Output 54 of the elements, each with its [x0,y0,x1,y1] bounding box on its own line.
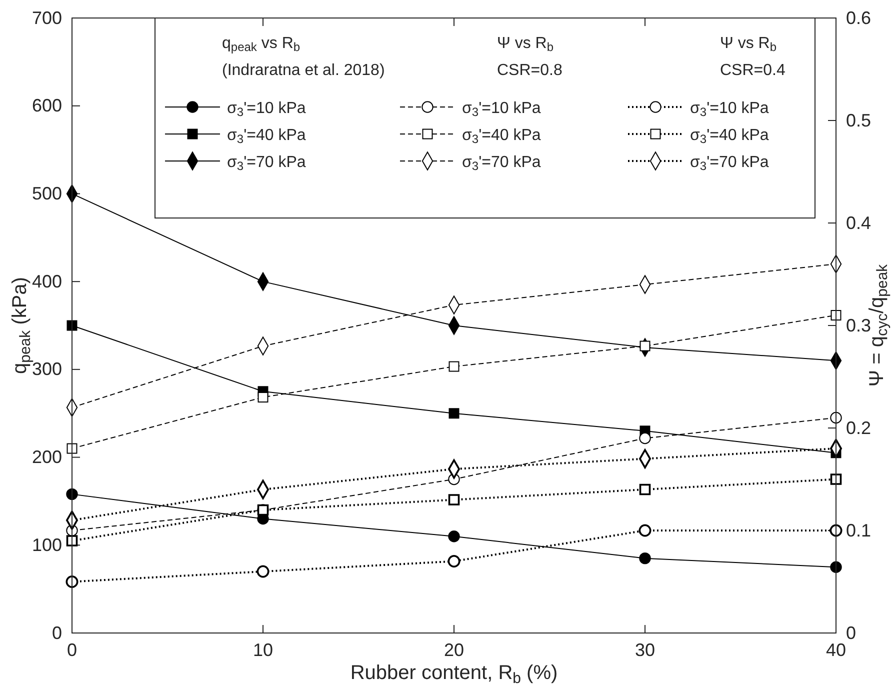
y2-tick-label: 0.4 [846,212,872,233]
point [66,488,78,500]
point [258,392,268,402]
point [448,555,460,568]
y2-tick-label: 0.6 [846,8,872,28]
y2-tick-label: 0.5 [846,110,872,130]
x-tick-label: 30 [634,640,656,660]
y-tick-label: 600 [32,96,62,116]
y2-tick-label: 0.3 [846,315,872,336]
point [256,565,270,578]
y-tick-label: 700 [32,8,62,28]
legend-label: σ$_{3}$'=10 kPa [227,100,306,119]
point [639,552,651,564]
annotation: Ψ vs R$_{b}$ [720,35,777,54]
x-axis-title: Rubber content, R$_{b}$ (%) [350,662,558,687]
y2-tick-label: 0.1 [846,520,872,540]
point [830,561,842,573]
legend-label: σ$_{3}$'=70 kPa [462,154,541,173]
point [638,524,652,537]
point [830,474,842,485]
annotation: CSR=0.4 [720,62,786,79]
point [830,412,842,424]
y-tick-label: 400 [32,271,62,292]
x-tick-label: 20 [444,640,464,660]
y2-tick-label: 0.2 [846,418,872,438]
point [66,535,78,546]
annotation: Ψ vs R$_{b}$ [497,35,554,54]
point [830,524,842,537]
legend-label: σ$_{3}$'=70 kPa [227,154,306,173]
legend-label: σ$_{3}$'=10 kPa [462,100,541,119]
legend-label: σ$_{3}$'=10 kPa [690,100,769,119]
annotation: (Indraratna et al. 2018) [222,62,385,79]
y-tick-label: 0 [52,622,62,643]
y-tick-label: 300 [32,359,62,380]
y-tick-label: 500 [32,183,62,204]
annotation: q$_{peak}$ vs R$_{b}$ [222,35,300,54]
point [448,530,460,542]
legend-label: σ$_{3}$'=40 kPa [462,127,541,146]
point [639,432,651,444]
point [639,484,651,496]
annotation: CSR=0.8 [497,62,562,79]
y-tick-label: 100 [32,534,62,555]
point [66,576,78,588]
legend-label: σ$_{3}$'=70 kPa [690,154,769,173]
y2-tick-label: 0 [846,622,856,643]
point [448,361,460,372]
y-tick-label: 200 [32,447,62,468]
legend-label: σ$_{3}$'=40 kPa [690,127,769,146]
point [448,494,460,506]
x-tick-label: 10 [252,640,274,660]
x-tick-label: 0 [66,640,78,660]
legend-label: σ$_{3}$'=40 kPa [227,127,306,146]
point [448,408,460,419]
x-tick-label: 40 [826,640,846,660]
